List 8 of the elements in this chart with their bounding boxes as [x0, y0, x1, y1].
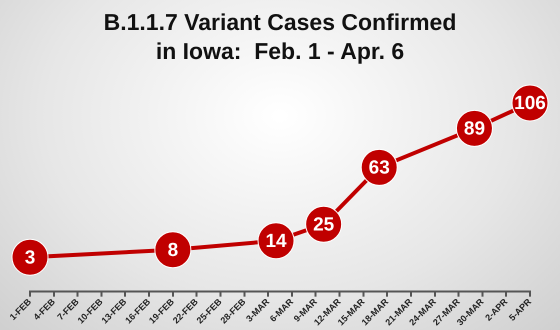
data-label: 8: [168, 240, 178, 261]
data-label: 14: [265, 230, 288, 252]
data-label: 63: [368, 158, 390, 179]
data-label: 89: [464, 118, 486, 140]
chart-title: B.1.1.7 Variant Cases Confirmed in Iowa: Feb. 1 - Apr. 6: [102, 8, 458, 66]
data-label: 3: [24, 247, 36, 268]
data-label: 25: [313, 214, 335, 236]
data-label: 106: [514, 93, 546, 114]
